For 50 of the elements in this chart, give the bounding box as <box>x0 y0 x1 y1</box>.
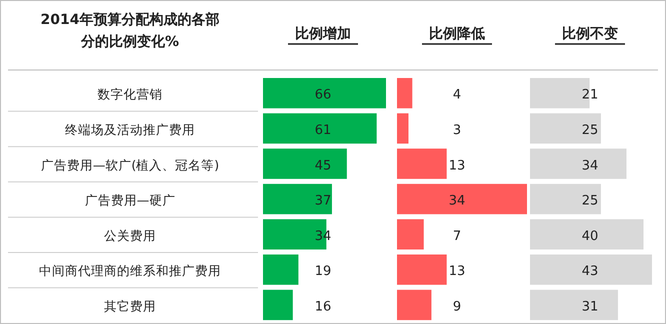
y-tick-label: 广告费用—硬广 <box>84 192 176 208</box>
bar <box>397 78 412 108</box>
bar <box>530 148 626 179</box>
y-tick-label: 数字化营销 <box>98 86 162 102</box>
data-label: 25 <box>582 194 598 209</box>
data-label: 9 <box>452 299 462 314</box>
data-label: 4 <box>452 88 462 103</box>
data-label: 34 <box>448 194 466 209</box>
bar <box>530 254 652 285</box>
data-label: 16 <box>314 299 332 314</box>
bar <box>263 290 293 320</box>
data-label: 13 <box>448 158 466 174</box>
data-label: 19 <box>314 264 332 280</box>
bar <box>263 78 386 108</box>
bar <box>530 290 618 320</box>
data-label: 13 <box>448 264 466 280</box>
bar <box>263 254 298 285</box>
data-label: 45 <box>314 158 332 174</box>
bar <box>530 184 601 214</box>
y-tick-label: 中间商代理商的维系和推广费用 <box>39 263 221 278</box>
bar <box>530 219 644 250</box>
data-label: 7 <box>452 228 462 244</box>
data-label: 61 <box>314 122 332 138</box>
data-label: 34 <box>582 158 598 174</box>
bar <box>263 184 332 214</box>
bar <box>397 148 447 179</box>
data-label: 40 <box>582 228 598 244</box>
data-label: 3 <box>452 122 462 138</box>
bar <box>263 113 377 144</box>
data-label: 21 <box>582 88 598 103</box>
bar <box>397 113 408 144</box>
bar <box>397 184 527 214</box>
bar <box>397 254 447 285</box>
data-label: 43 <box>582 264 598 280</box>
chart-title: 比例不变 <box>562 25 618 42</box>
bar <box>397 290 432 320</box>
chart-title: 比例降低 <box>429 26 485 42</box>
data-label: 66 <box>314 88 332 103</box>
bar <box>397 219 424 250</box>
chart-title: 比例增加 <box>295 26 351 42</box>
data-label: 37 <box>314 194 332 209</box>
y-axis-title: 2014年预算分配构成的各部分的比例变化% <box>40 11 220 50</box>
bar <box>530 113 601 144</box>
y-tick-label: 终端场及活动推广费用 <box>65 122 195 137</box>
data-label: 31 <box>582 299 598 314</box>
data-label: 25 <box>582 122 598 138</box>
y-tick-label: 其它费用 <box>104 298 156 314</box>
y-tick-label: 公关费用 <box>104 228 156 243</box>
y-tick-label: 广告费用—软广(植入、冠名等) <box>40 157 220 172</box>
bar <box>263 148 347 179</box>
